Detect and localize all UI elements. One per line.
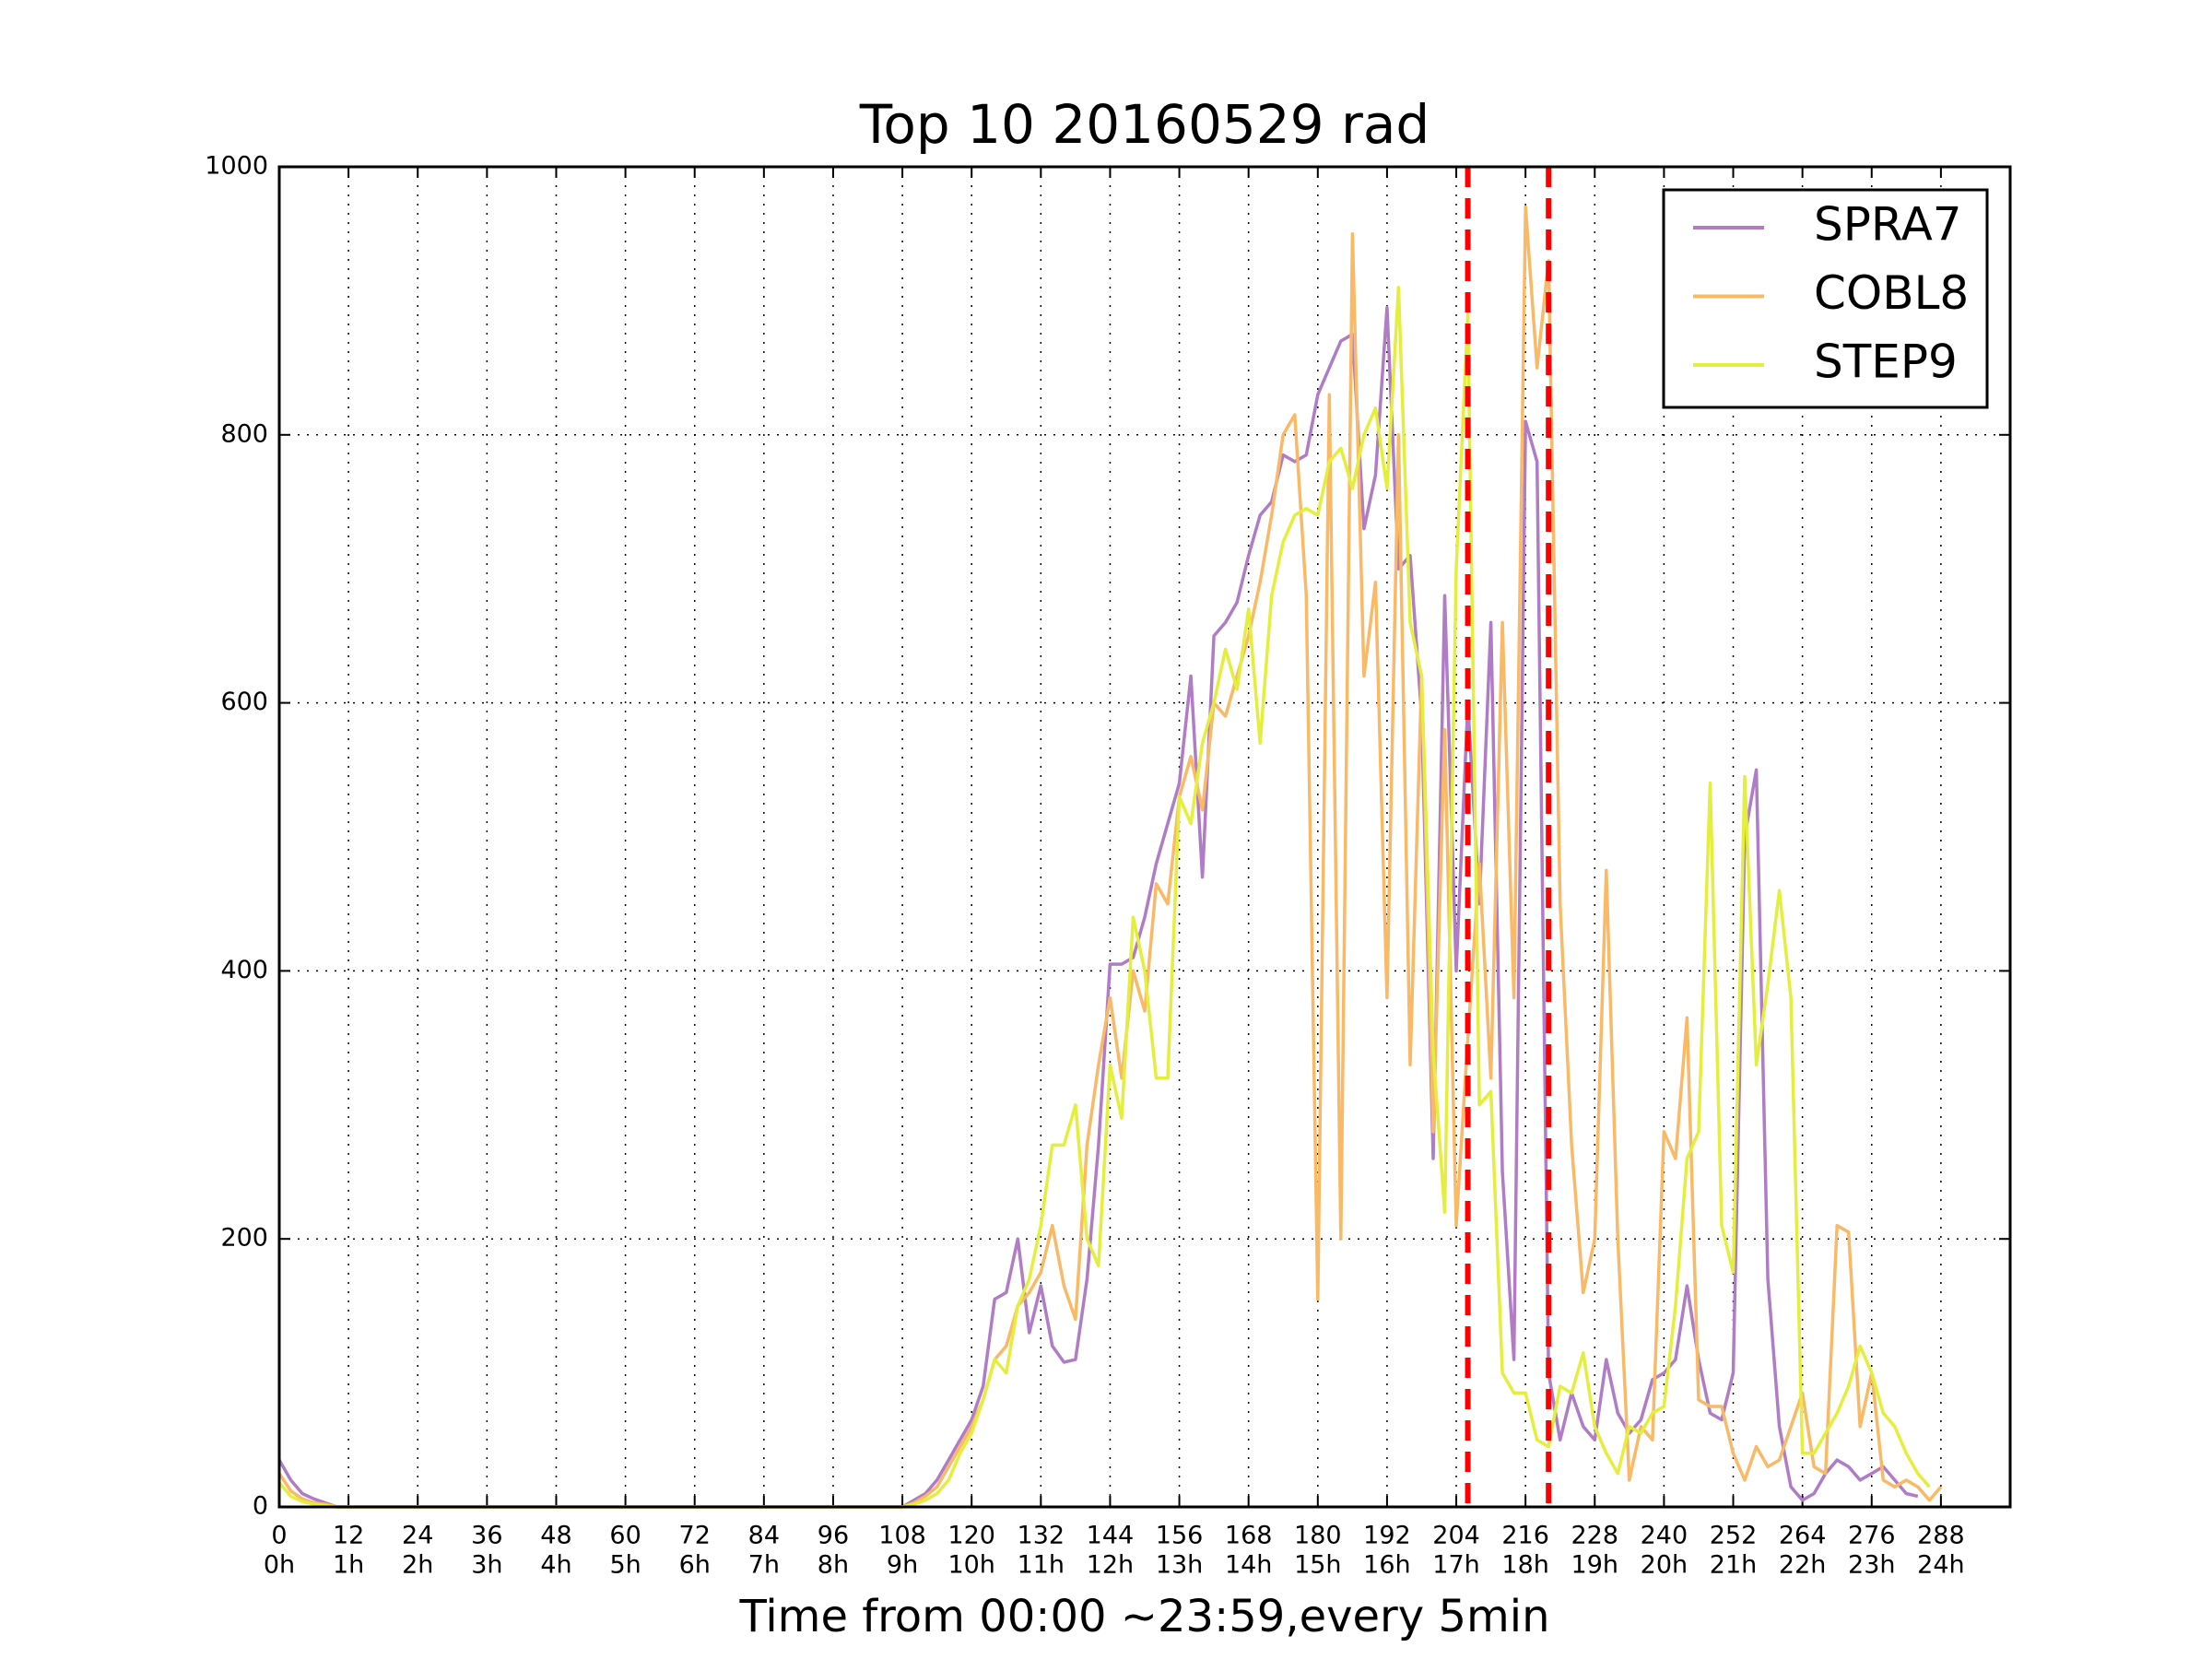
legend-label: SPRA7 [1814,198,1962,252]
x-tick-hour: 16h [1363,1551,1410,1580]
x-tick-label: 144 [1087,1522,1135,1550]
x-tick-hour: 23h [1848,1551,1895,1580]
x-tick-hour: 8h [818,1551,849,1580]
x-tick-hour: 6h [679,1551,711,1580]
x-tick-label: 240 [1641,1522,1688,1550]
y-tick-label: 1000 [205,152,268,181]
x-tick-hour: 10h [947,1551,994,1580]
x-tick-label: 0 [271,1522,287,1550]
x-tick-hour: 1h [333,1551,364,1580]
x-tick-label: 192 [1363,1522,1411,1550]
x-tick-label: 120 [947,1522,995,1550]
x-tick-hour: 9h [887,1551,918,1580]
x-tick-hour: 21h [1710,1551,1757,1580]
x-tick-hour: 20h [1641,1551,1688,1580]
x-axis-label: Time from 00:00 ~23:59,every 5min [739,1591,1550,1642]
x-tick-label: 132 [1018,1522,1065,1550]
legend-label: COBL8 [1814,266,1969,320]
y-tick-label: 600 [220,688,268,716]
x-tick-label: 12 [333,1522,364,1550]
x-tick-hour: 13h [1156,1551,1203,1580]
x-tick-label: 96 [818,1522,849,1550]
y-tick-label: 400 [220,956,268,984]
x-tick-hour: 17h [1432,1551,1479,1580]
y-tick-label: 800 [220,419,268,448]
x-tick-label: 84 [748,1522,780,1550]
legend: SPRA7 COBL8 STEP9 [1662,188,1989,409]
x-tick-label: 204 [1432,1522,1480,1550]
x-tick-label: 228 [1571,1522,1619,1550]
chart-title: Top 10 20160529 rad [859,93,1430,156]
x-tick-label: 276 [1848,1522,1896,1550]
x-tick-label: 252 [1710,1522,1758,1550]
x-tick-label: 36 [471,1522,502,1550]
plot-frame [277,165,2012,1509]
x-tick-label: 264 [1779,1522,1827,1550]
x-tick-label: 72 [679,1522,711,1550]
x-tick-label: 156 [1156,1522,1204,1550]
x-tick-label: 48 [540,1522,571,1550]
x-tick-label: 24 [402,1522,433,1550]
legend-label: STEP9 [1814,335,1958,389]
x-tick-hour: 7h [748,1551,780,1580]
x-tick-label: 168 [1225,1522,1273,1550]
x-tick-hour: 2h [402,1551,433,1580]
y-tick-label: 200 [220,1224,268,1253]
x-tick-hour: 4h [540,1551,571,1580]
x-tick-hour: 22h [1779,1551,1826,1580]
x-tick-hour: 5h [609,1551,641,1580]
y-tick-label: 0 [253,1492,268,1521]
x-tick-label: 288 [1917,1522,1965,1550]
x-tick-label: 216 [1501,1522,1549,1550]
x-tick-hour: 24h [1917,1551,1964,1580]
x-tick-hour: 12h [1087,1551,1134,1580]
x-tick-hour: 3h [471,1551,502,1580]
x-tick-hour: 18h [1501,1551,1548,1580]
x-tick-label: 60 [609,1522,641,1550]
x-tick-label: 108 [878,1522,926,1550]
x-tick-hour: 14h [1225,1551,1272,1580]
x-tick-hour: 0h [264,1551,295,1580]
x-tick-hour: 11h [1018,1551,1065,1580]
x-tick-label: 180 [1294,1522,1342,1550]
x-tick-hour: 19h [1571,1551,1618,1580]
x-tick-hour: 15h [1294,1551,1341,1580]
